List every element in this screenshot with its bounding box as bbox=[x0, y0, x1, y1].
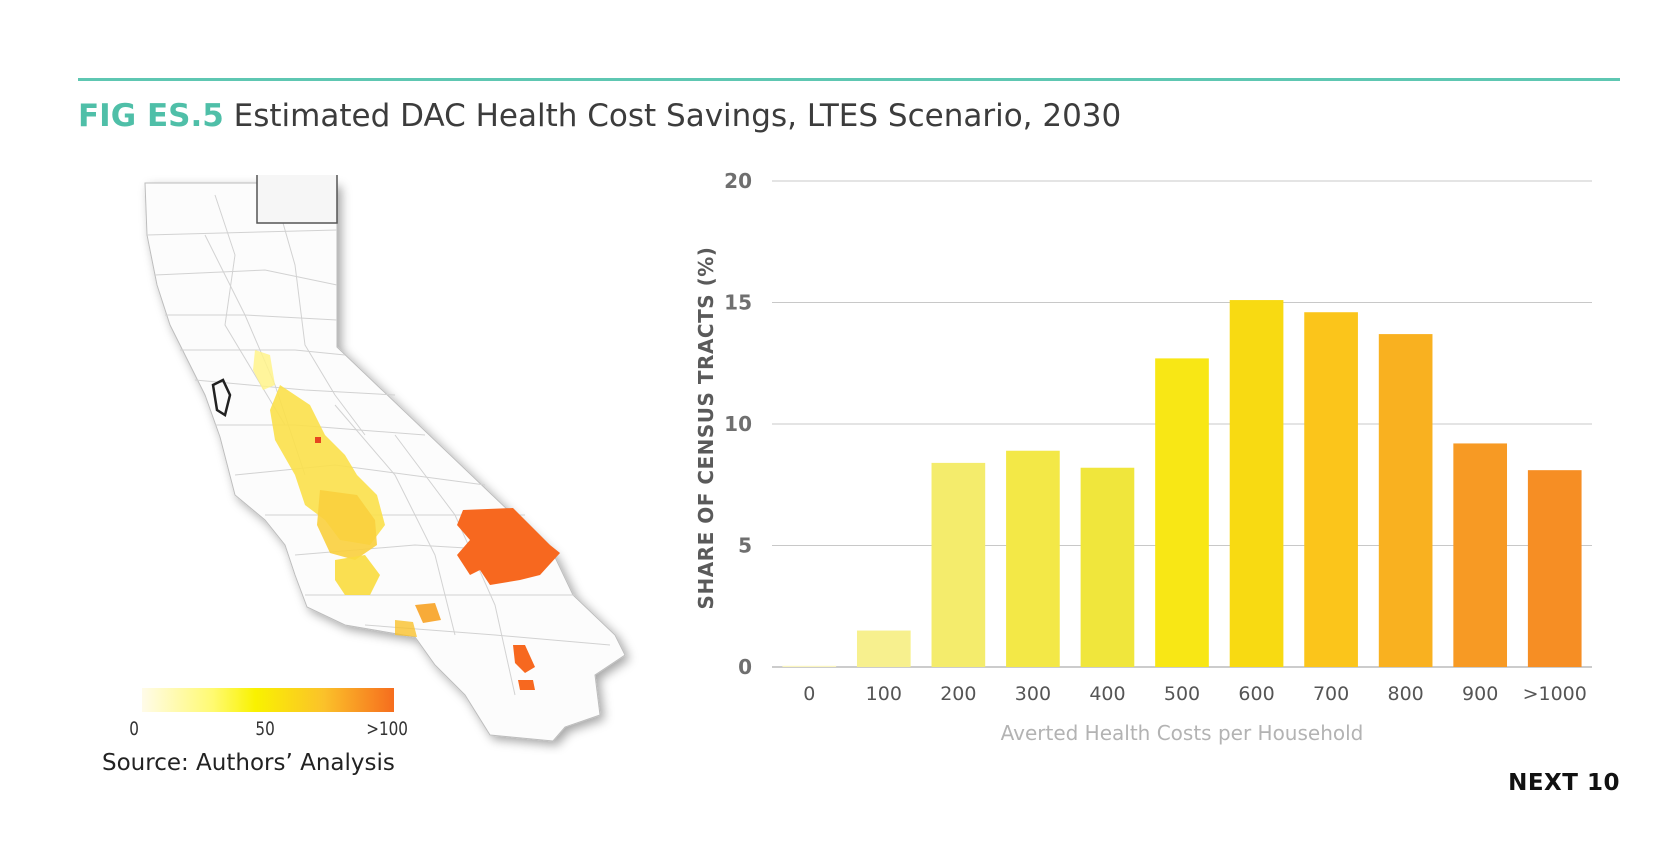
brand-logo: NEXT 10 bbox=[1508, 770, 1620, 796]
bar bbox=[1378, 334, 1433, 667]
y-axis-label: SHARE OF CENSUS TRACTS (%) bbox=[694, 247, 718, 610]
x-tick-label: 400 bbox=[1089, 683, 1125, 705]
y-tick-label: 0 bbox=[738, 655, 752, 679]
x-tick-label: >1000 bbox=[1523, 683, 1587, 705]
x-tick-label: 100 bbox=[866, 683, 902, 705]
legend-label-max: >100 bbox=[366, 718, 408, 740]
x-tick-label: 700 bbox=[1313, 683, 1349, 705]
x-tick-label: 800 bbox=[1388, 683, 1424, 705]
x-axis-label: Averted Health Costs per Household bbox=[1001, 721, 1364, 745]
california-map bbox=[95, 172, 655, 755]
x-tick-label: 300 bbox=[1015, 683, 1051, 705]
legend-label-min: 0 bbox=[129, 718, 139, 740]
bar bbox=[782, 665, 837, 667]
bar bbox=[1155, 358, 1209, 667]
x-tick-label: 200 bbox=[940, 683, 976, 705]
y-tick-label: 5 bbox=[738, 534, 752, 558]
legend-label-mid: 50 bbox=[255, 718, 275, 740]
x-tick-label: 0 bbox=[803, 683, 815, 705]
x-tick-label: 900 bbox=[1462, 683, 1498, 705]
bar bbox=[1527, 470, 1582, 667]
x-tick-label: 500 bbox=[1164, 683, 1200, 705]
title-rule bbox=[78, 78, 1620, 81]
bar bbox=[1453, 443, 1508, 667]
figure-title: FIG ES.5 Estimated DAC Health Cost Savin… bbox=[78, 98, 1121, 134]
savings-regions bbox=[211, 350, 560, 690]
y-tick-label: 15 bbox=[724, 291, 752, 315]
bar bbox=[1080, 467, 1135, 667]
figure-id: FIG ES.5 bbox=[78, 98, 224, 134]
bar bbox=[931, 462, 986, 667]
y-tick-label: 10 bbox=[724, 412, 752, 436]
inset-box bbox=[256, 172, 338, 224]
bar bbox=[856, 630, 911, 667]
source-note: Source: Authors’ Analysis bbox=[102, 750, 395, 776]
figure-title-text: Estimated DAC Health Cost Savings, LTES … bbox=[233, 98, 1122, 134]
x-tick-label: 600 bbox=[1238, 683, 1274, 705]
legend-color-scale bbox=[142, 688, 394, 712]
bar bbox=[1006, 450, 1060, 667]
y-tick-label: 20 bbox=[724, 169, 752, 193]
bar bbox=[1229, 300, 1284, 667]
bar bbox=[1304, 312, 1358, 667]
